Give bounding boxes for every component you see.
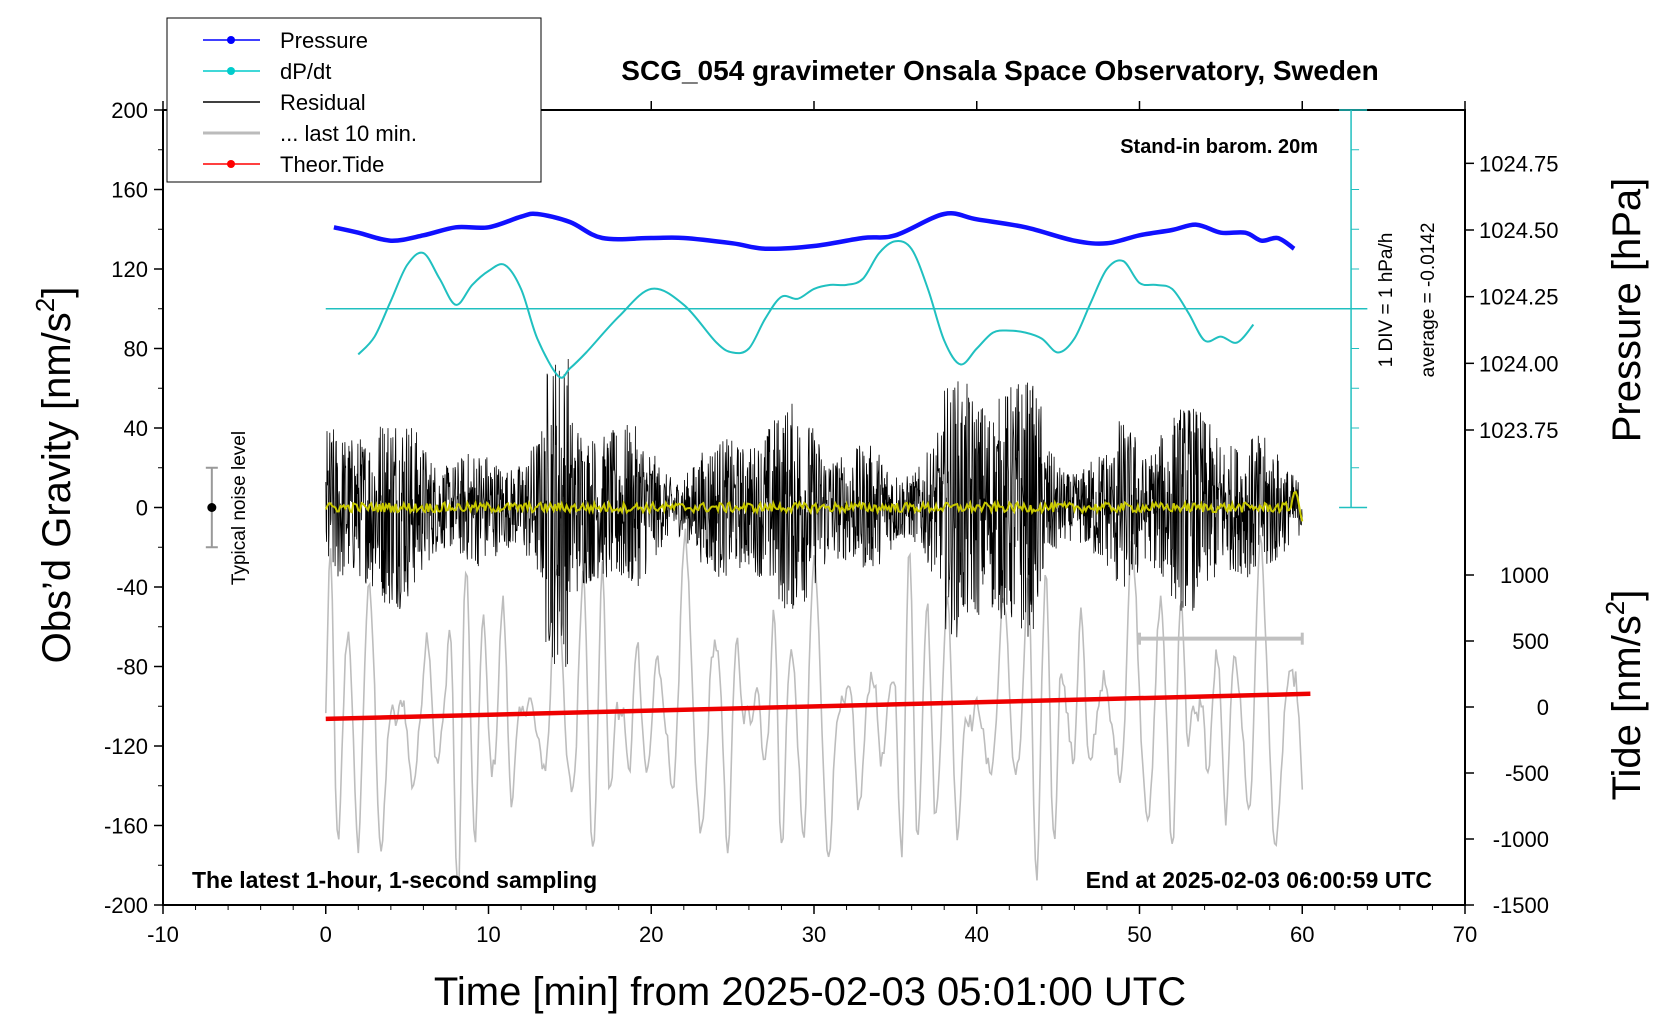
y-axis-title-left-sup: 2	[30, 298, 60, 312]
series-group	[205, 109, 1368, 887]
legend-label: dP/dt	[280, 59, 331, 84]
pressure-tick-label: 1024.25	[1479, 285, 1559, 310]
residual-trace	[325, 358, 1303, 667]
y-axis-title-tide-sup: 2	[1600, 601, 1630, 615]
pressure-series-line	[333, 211, 1296, 252]
chart-title: SCG_054 gravimeter Onsala Space Observat…	[621, 55, 1378, 86]
x-tick-label: 10	[476, 922, 500, 947]
x-tick-label: 60	[1290, 922, 1314, 947]
tide-tick-label: 1000	[1500, 563, 1549, 588]
last-10-min-trace	[325, 528, 1304, 887]
pressure-tick-label: 1023.75	[1479, 418, 1559, 443]
annotation-bottom-right: End at 2025-02-03 06:00:59 UTC	[1086, 867, 1432, 893]
x-tick-label: 20	[639, 922, 663, 947]
x-tick-label: 0	[320, 922, 332, 947]
axis-ticks-group: -10 0 10 20 30 40 50 60 70 -200 -160 -120 -80 -40 0 40 8…	[104, 98, 1559, 947]
theoretical-tide-line	[325, 691, 1311, 722]
legend-marker	[227, 36, 235, 44]
x-tick-label: -10	[147, 922, 179, 947]
legend-marker	[227, 67, 235, 75]
y-axis-title-pressure: Pressure [hPa]	[1605, 178, 1649, 443]
pressure-tick-label: 1024.00	[1479, 351, 1559, 376]
y-axis-title-left-main: Obs’d Gravity [nm/s	[35, 312, 79, 663]
legend-label: Residual	[280, 90, 366, 115]
y-axis-title-tide: Tide [nm/s2]	[1600, 590, 1649, 801]
noise-level-dot	[207, 503, 217, 512]
y-tick-label: 200	[111, 98, 148, 123]
legend-label: Pressure	[280, 28, 368, 53]
y-tick-label: 160	[111, 178, 148, 203]
legend-box	[166, 17, 542, 183]
x-tick-label: 70	[1453, 922, 1477, 947]
y-tick-label: 40	[124, 416, 148, 441]
tide-tick-label: 0	[1537, 695, 1549, 720]
legend: Pressure dP/dt Residual ... last 10 min. The…	[166, 17, 542, 183]
annotation-dpdt-average: average = -0.0142	[1418, 223, 1439, 378]
legend-label: ... last 10 min.	[280, 121, 417, 146]
x-tick-label: 40	[965, 922, 989, 947]
y-tick-label: -40	[116, 575, 148, 600]
x-axis-title: Time [min] from 2025-02-03 05:01:00 UTC	[434, 970, 1186, 1014]
y-axis-title-left: Obs’d Gravity [nm/s2]	[30, 287, 79, 664]
annotation-barometer: Stand-in barom. 20m	[1120, 136, 1318, 158]
x-tick-label: 30	[802, 922, 826, 947]
annotation-dpdt-div: 1 DIV = 1 hPa/h	[1376, 233, 1397, 368]
residual-smoothed-trace	[324, 490, 1304, 522]
y-axis-title-left-end: ]	[35, 287, 79, 298]
tide-tick-label: 500	[1512, 629, 1549, 654]
legend-marker	[227, 160, 235, 168]
dpdt-series-line	[357, 240, 1255, 379]
y-tick-label: 120	[111, 257, 148, 282]
pressure-tick-label: 1024.75	[1479, 151, 1559, 176]
annotation-bottom-left: The latest 1-hour, 1-second sampling	[192, 867, 597, 893]
tide-tick-label: -1500	[1493, 893, 1549, 918]
y-tick-label: -80	[116, 655, 148, 680]
y-tick-label: 80	[124, 337, 148, 362]
annotation-noise-level: Typical noise level	[229, 431, 250, 585]
pressure-tick-label: 1024.50	[1479, 218, 1559, 243]
y-axis-title-tide-main: Tide [nm/s	[1605, 615, 1649, 800]
y-tick-label: -200	[104, 893, 148, 918]
tide-tick-label: -1000	[1493, 827, 1549, 852]
y-tick-label: 0	[136, 496, 148, 521]
y-axis-title-tide-end: ]	[1605, 590, 1649, 601]
y-tick-label: -160	[104, 814, 148, 839]
y-tick-label: -120	[104, 734, 148, 759]
legend-label: Theor.Tide	[280, 152, 384, 177]
x-tick-label: 50	[1127, 922, 1151, 947]
tide-tick-label: -500	[1505, 761, 1549, 786]
